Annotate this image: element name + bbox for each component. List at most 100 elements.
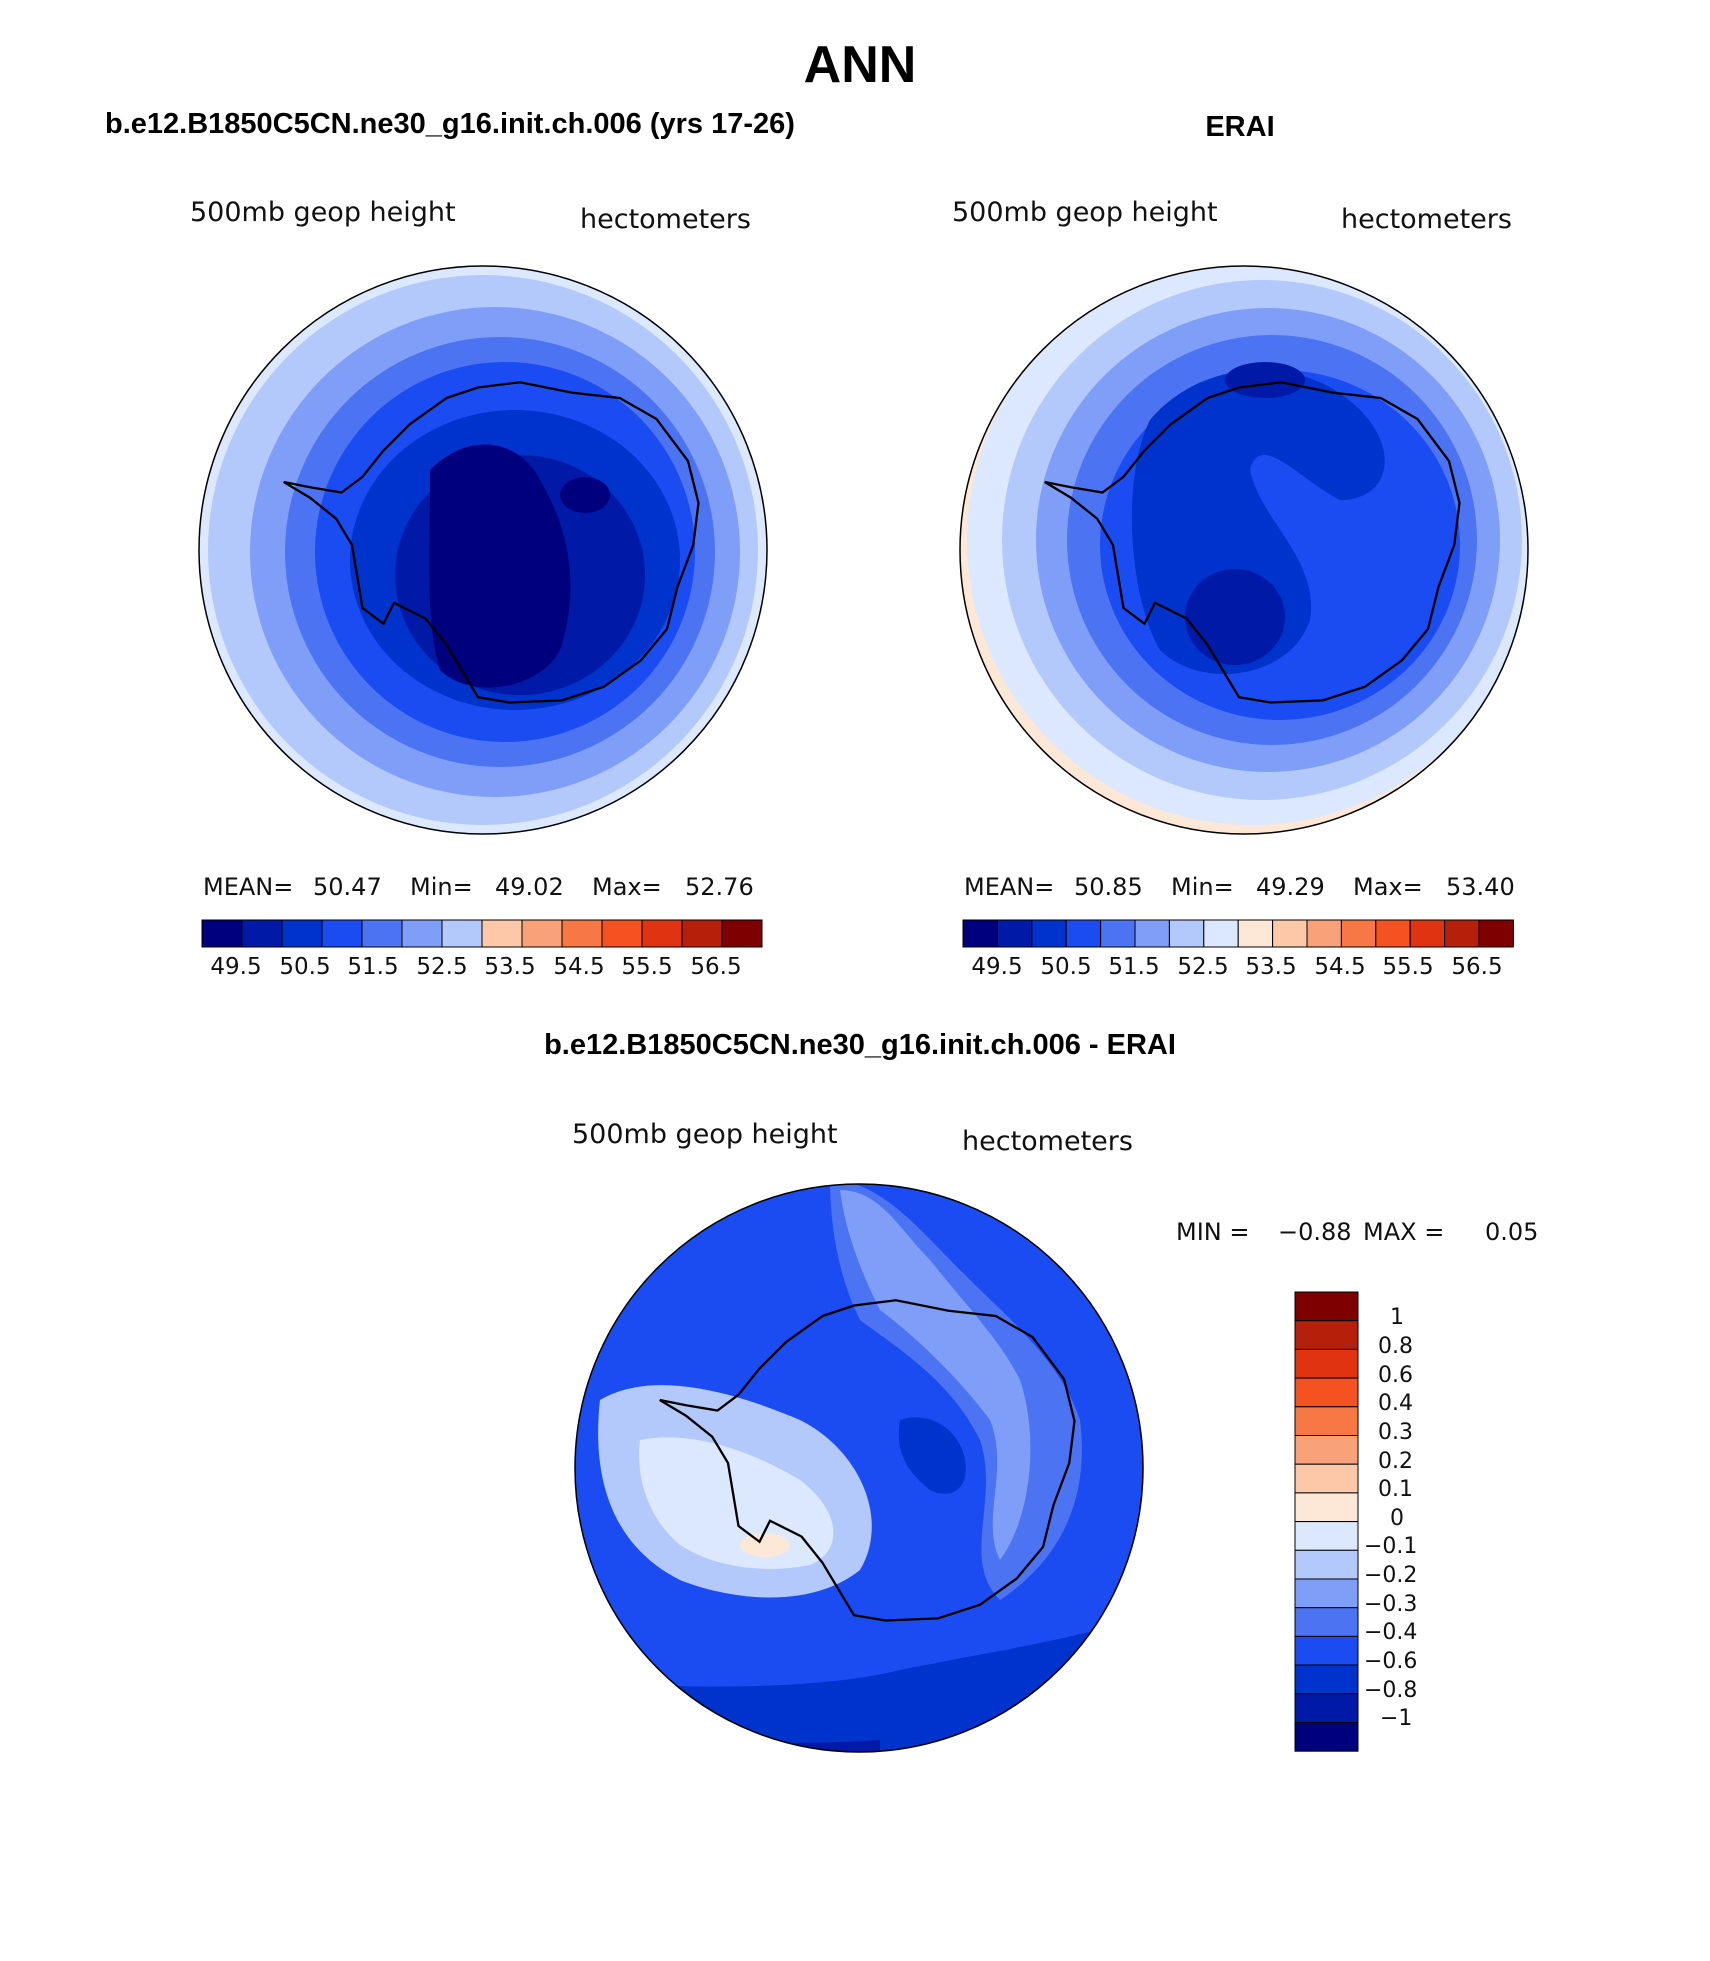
colorbar-tick: 0.2: [1378, 1449, 1413, 1474]
colorbar-box: [1294, 1435, 1359, 1465]
colorbar-tick: 0.8: [1378, 1334, 1413, 1359]
colorbar-tick: −0.2: [1364, 1563, 1417, 1588]
colorbar-box: [1294, 1578, 1359, 1609]
panel-obs-max: 53.40: [1446, 873, 1515, 901]
colorbar-box: [962, 919, 998, 948]
panel-diff-map: [575, 1184, 1143, 1752]
panel-model-colorbar: [201, 919, 763, 948]
panel-diff-max: 0.05: [1485, 1218, 1538, 1246]
panel-model-stats: MEAN= 50.47 Min= 49.02 Max= 52.76: [203, 873, 754, 901]
panel-diff-min: −0.88: [1278, 1218, 1352, 1246]
panel-diff-stats: MIN = −0.88 MAX = 0.05: [1176, 1218, 1538, 1246]
panel-model-mean: 50.47: [313, 873, 382, 901]
panel-model: b.e12.B1850C5CN.ne30_g16.init.ch.006 (yr…: [105, 108, 795, 980]
colorbar-box: [721, 919, 763, 948]
colorbar-tick: −0.6: [1364, 1649, 1417, 1674]
panel-diff-min-label: MIN =: [1176, 1218, 1249, 1246]
panel-model-min-label: Min=: [410, 873, 473, 901]
colorbar-tick: 52.5: [1177, 954, 1228, 980]
panel-obs-mean: 50.85: [1074, 873, 1143, 901]
panel-obs-max-label: Max=: [1353, 873, 1423, 901]
colorbar-tick: −0.4: [1364, 1620, 1417, 1645]
colorbar-box: [561, 919, 603, 948]
colorbar-tick: 0.1: [1378, 1477, 1413, 1502]
colorbar-box: [1294, 1291, 1359, 1322]
colorbar-tick: 54.5: [553, 954, 604, 980]
colorbar-tick: −0.3: [1364, 1592, 1417, 1617]
colorbar-box: [241, 919, 283, 948]
colorbar-box: [1306, 919, 1342, 948]
colorbar-tick: 53.5: [1245, 954, 1296, 980]
panel-obs-mean-label: MEAN=: [964, 873, 1054, 901]
colorbar-box: [1168, 919, 1205, 948]
colorbar-box: [1294, 1635, 1359, 1666]
map-fill-level-minus-0-1-blob: [639, 1437, 834, 1569]
colorbar-tick: 0.6: [1378, 1363, 1413, 1388]
colorbar-tick: −0.8: [1364, 1678, 1417, 1703]
colorbar-box: [1031, 919, 1067, 948]
map-fill-level-minus-0-3-band: [840, 1190, 1031, 1560]
colorbar-box: [1294, 1320, 1359, 1350]
colorbar-box: [201, 919, 243, 948]
colorbar-box: [1444, 919, 1480, 948]
colorbar-box: [1203, 919, 1239, 948]
colorbar-tick: 1: [1390, 1305, 1404, 1330]
colorbar-box: [401, 919, 443, 948]
colorbar-tick: 0: [1390, 1506, 1404, 1531]
colorbar-tick: 50.5: [1040, 954, 1091, 980]
map-fill-level-49-5: [1185, 569, 1285, 665]
colorbar-box: [1294, 1722, 1359, 1752]
panel-model-variable: 500mb geop height: [190, 197, 456, 228]
colorbar-box: [1294, 1664, 1359, 1695]
colorbar-tick: −1: [1380, 1706, 1412, 1731]
colorbar-box: [1409, 919, 1446, 948]
colorbar-box: [361, 919, 403, 948]
panel-diff-variable: 500mb geop height: [572, 1119, 838, 1150]
colorbar-tick: −0.1: [1364, 1534, 1417, 1559]
panel-model-header: b.e12.B1850C5CN.ne30_g16.init.ch.006 (yr…: [105, 108, 795, 140]
colorbar-tick: 55.5: [621, 954, 672, 980]
colorbar-tick: 49.5: [210, 954, 261, 980]
colorbar-box: [1294, 1521, 1359, 1551]
panel-obs-units: hectometers: [1341, 204, 1512, 235]
panel-diff-colorbar-ticks: 1 0.8 0.6 0.4 0.3 0.2 0.1 0 −0.1 −0.2 −0…: [1364, 1305, 1417, 1731]
map-fill-level-49-east: [560, 477, 610, 513]
panel-diff-units: hectometers: [962, 1126, 1133, 1157]
colorbar-box: [1065, 919, 1102, 948]
colorbar-box: [641, 919, 683, 948]
panel-diff-header: b.e12.B1850C5CN.ne30_g16.init.ch.006 - E…: [544, 1029, 1176, 1061]
map-fill-level-49-5-north: [1225, 362, 1305, 398]
panel-model-units: hectometers: [580, 204, 751, 235]
colorbar-box: [1294, 1549, 1359, 1580]
panel-obs-map-border: [959, 265, 1529, 835]
colorbar-tick: 52.5: [416, 954, 467, 980]
colorbar-box: [1134, 919, 1170, 948]
panel-obs-colorbar: [962, 919, 1514, 948]
panel-model-max-label: Max=: [592, 873, 662, 901]
colorbar-box: [441, 919, 483, 948]
panel-model-colorbar-ticks: 49.5 50.5 51.5 52.5 53.5 54.5 55.5 56.5: [210, 954, 741, 980]
colorbar-tick: 0.4: [1378, 1391, 1413, 1416]
colorbar-box: [1294, 1693, 1359, 1724]
colorbar-box: [1294, 1492, 1359, 1523]
panel-model-min: 49.02: [495, 873, 564, 901]
colorbar-box: [1478, 919, 1514, 948]
panel-obs: ERAI 500mb geop height hectometers MEAN=…: [952, 111, 1529, 980]
figure-title: ANN: [804, 36, 917, 94]
map-fill-level-minus-0-8-interior: [898, 1417, 966, 1494]
panel-model-map: [199, 266, 767, 834]
colorbar-box: [996, 919, 1033, 948]
colorbar-box: [1294, 1348, 1359, 1379]
panel-model-mean-label: MEAN=: [203, 873, 293, 901]
colorbar-box: [1100, 919, 1136, 948]
colorbar-box: [281, 919, 323, 948]
panel-diff-map-border: [574, 1183, 1144, 1753]
panel-obs-min-label: Min=: [1171, 873, 1234, 901]
colorbar-tick: 56.5: [690, 954, 741, 980]
colorbar-tick: 51.5: [1108, 954, 1159, 980]
panel-diff: b.e12.B1850C5CN.ne30_g16.init.ch.006 - E…: [544, 1029, 1538, 1753]
colorbar-tick: 49.5: [971, 954, 1022, 980]
colorbar-tick: 56.5: [1451, 954, 1502, 980]
panel-model-map-border: [198, 265, 768, 835]
colorbar-box: [1272, 919, 1308, 948]
